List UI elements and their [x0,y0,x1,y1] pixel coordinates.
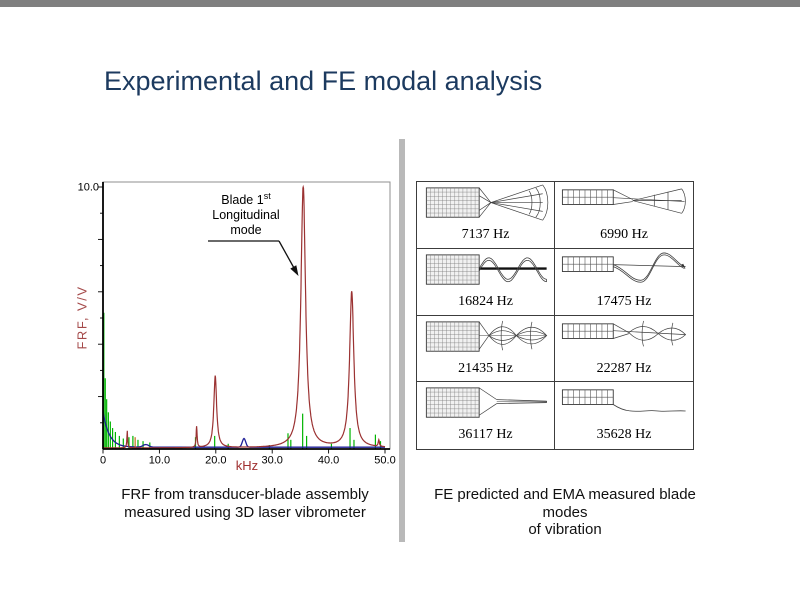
mode-shape-table: 7137 Hz 6990 Hz 16824 Hz 17475 Hz 21435 Hz 22… [416,181,694,450]
frf-x-tick-label: 0 [100,455,106,467]
annotation-superscript: st [263,191,271,201]
mode-cell: 35628 Hz [555,382,693,449]
mode-frequency-label: 22287 Hz [596,360,652,376]
mode-frequency-label: 16824 Hz [458,293,513,309]
frf-x-axis-ticks: 0 10.0 20.0 30.0 40.0 50.0 [100,449,396,467]
mode-cell: 7137 Hz [417,182,555,249]
frf-y-max-label: 10.0 [78,182,99,194]
mode-shape-torsion-mode-2-fe-mesh [425,320,547,352]
mode-cell: 16824 Hz [417,248,555,316]
frf-caption: FRF from transducer-blade assembly measu… [121,486,369,521]
mode-cell: 36117 Hz [417,382,555,449]
mode-frequency-label: 21435 Hz [458,360,513,376]
mode-shape-bending-mode-fe-mesh [425,254,547,285]
annotation-line1: Blade 1 [221,193,264,208]
frf-y-axis-label: FRF, V/V [74,285,90,350]
mode-frequency-label: 17475 Hz [596,293,652,309]
mode-shape-torsion-mode-1-fe-mesh [425,184,548,221]
mode-shape-bending-mode-ema-wire [561,252,686,283]
frf-x-tick-label: 50.0 [374,455,395,467]
mode-cell: 6990 Hz [555,182,693,249]
annotation-arrow [208,240,299,276]
mode-shape-longitudinal-mode-ema-wire [561,389,686,412]
mode-frequency-label: 35628 Hz [596,427,652,443]
frf-series-noise-floor [102,411,385,448]
mode-cell: 17475 Hz [555,249,693,316]
vertical-divider [399,139,405,542]
page-title: Experimental and FE modal analysis [104,66,543,96]
frf-x-tick-label: 20.0 [205,455,226,467]
mode-frequency-label: 7137 Hz [461,227,510,242]
mode-shape-torsion-mode-1-ema-wire [561,188,686,214]
mode-shape-longitudinal-mode-fe-mesh [425,387,547,418]
mode-shape-torsion-mode-2-ema-wire [561,320,687,346]
annotation-line3: mode [230,223,262,238]
slide-top-bar [0,0,800,7]
frf-x-tick-label: 40.0 [318,455,339,467]
frf-axes [102,182,390,450]
frf-chart: 10.0 0 10.0 20.0 30.0 40.0 50.0 [78,181,396,467]
mode-frequency-label: 6990 Hz [600,227,648,242]
frf-peak-annotation: Blade 1st Longitudinal mode [201,189,291,238]
mode-table-caption: FE predicted and EMA measured blade mode… [434,486,696,538]
mode-cell: 22287 Hz [555,316,693,383]
frf-x-tick-label: 10.0 [149,455,170,467]
frf-series-magnitude [103,184,386,449]
annotation-line2: Longitudinal [212,208,280,223]
frf-x-tick-label: 30.0 [261,455,282,467]
frf-x-axis-label: kHz [235,458,259,473]
frf-series-reference-spikes [103,312,382,449]
mode-frequency-label: 36117 Hz [458,427,513,443]
mode-cell: 21435 Hz [417,315,555,383]
